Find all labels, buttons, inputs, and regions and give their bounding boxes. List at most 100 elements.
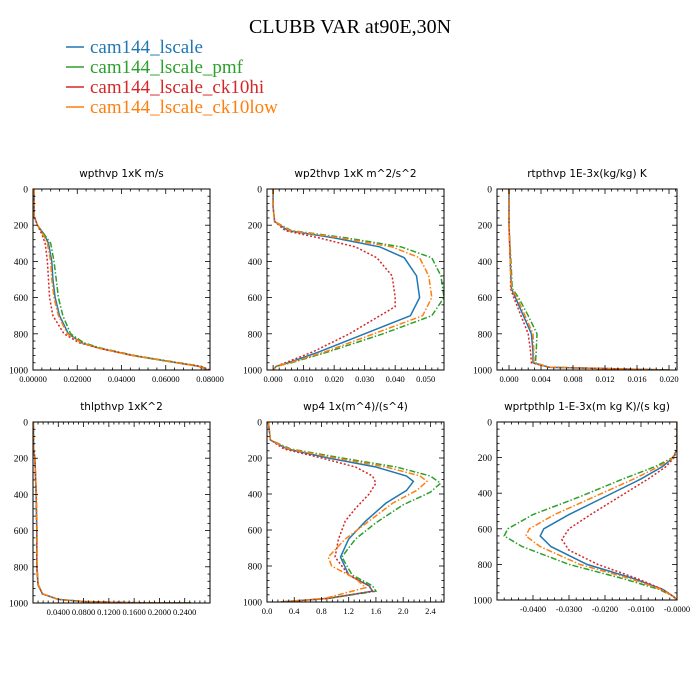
series-line bbox=[503, 422, 677, 600]
y-tick-label: 400 bbox=[14, 258, 29, 268]
series-line bbox=[524, 422, 677, 600]
x-tick-label: 0.8 bbox=[316, 606, 327, 616]
y-tick-label: 0 bbox=[23, 419, 28, 429]
y-tick-label: 800 bbox=[14, 330, 29, 340]
series-line bbox=[267, 422, 429, 602]
series-line bbox=[33, 189, 209, 370]
y-tick-label: 600 bbox=[478, 294, 493, 304]
y-tick-label: 0 bbox=[487, 186, 492, 196]
y-tick-label: 600 bbox=[248, 294, 263, 304]
x-tick-label: 1.2 bbox=[343, 606, 354, 616]
series-line bbox=[33, 189, 210, 370]
legend: cam144_lscalecam144_lscale_pmfcam144_lsc… bbox=[66, 37, 278, 118]
x-tick-label: 0.010 bbox=[294, 374, 313, 384]
y-tick-label: 800 bbox=[248, 563, 263, 573]
y-tick-label: 600 bbox=[478, 525, 493, 535]
y-tick-label: 1000 bbox=[9, 600, 28, 610]
y-tick-label: 200 bbox=[478, 454, 493, 464]
y-tick-label: 0 bbox=[257, 419, 262, 429]
chart-panel: wprtpthlp 1-E-3x(m kg K)/(s kg) 0 200 400 60… bbox=[473, 401, 690, 614]
y-tick-label: 1000 bbox=[9, 367, 28, 377]
series-line bbox=[33, 422, 192, 603]
y-tick-label: 800 bbox=[248, 330, 263, 340]
x-tick-label: -0.0000 bbox=[664, 604, 690, 614]
panel-title: wpthvp 1xK m/s bbox=[79, 168, 164, 180]
panel-title: thlpthvp 1xK^2 bbox=[80, 401, 163, 413]
x-tick-label: 0.008 bbox=[563, 374, 582, 384]
y-tick-label: 0 bbox=[487, 419, 492, 429]
y-tick-label: 600 bbox=[14, 294, 29, 304]
x-tick-label: 0.1600 bbox=[122, 607, 145, 617]
x-tick-label: 0.050 bbox=[416, 374, 435, 384]
y-tick-label: 200 bbox=[248, 222, 263, 232]
x-tick-label: 0.4 bbox=[289, 606, 300, 616]
y-tick-label: 600 bbox=[248, 527, 263, 537]
x-tick-label: 0.016 bbox=[627, 374, 646, 384]
x-tick-label: 0.020 bbox=[325, 374, 344, 384]
y-tick-label: 400 bbox=[478, 258, 493, 268]
y-tick-label: 1000 bbox=[473, 597, 492, 607]
series-line bbox=[267, 422, 377, 602]
series-line bbox=[272, 189, 396, 370]
y-tick-label: 800 bbox=[14, 563, 29, 573]
x-tick-label: 0.06000 bbox=[152, 374, 180, 384]
y-tick-label: 1000 bbox=[243, 367, 262, 377]
y-tick-label: 1000 bbox=[243, 599, 262, 609]
panel-title: wprtpthlp 1-E-3x(m kg K)/(s kg) bbox=[504, 401, 670, 413]
y-tick-label: 0 bbox=[257, 186, 262, 196]
panel-title: rtpthvp 1E-3x(kg/kg) K bbox=[527, 168, 648, 180]
x-tick-label: 0.08000 bbox=[196, 374, 224, 384]
y-tick-label: 400 bbox=[248, 258, 263, 268]
series-line bbox=[272, 189, 433, 370]
y-tick-label: 400 bbox=[14, 491, 29, 501]
y-tick-label: 1000 bbox=[473, 367, 492, 377]
legend-entry: cam144_lscale bbox=[90, 37, 203, 58]
chart-panel: wp2thvp 1xK m^2/s^2 0 200 400 600 800 10000.00… bbox=[243, 168, 445, 384]
x-tick-label: -0.0400 bbox=[520, 604, 546, 614]
figure-title: CLUBB VAR at90E,30N bbox=[249, 16, 451, 38]
y-tick-label: 400 bbox=[248, 491, 263, 501]
plot-frame bbox=[32, 421, 211, 604]
legend-entry: cam144_lscale_ck10low bbox=[90, 97, 278, 118]
x-tick-label: 0.040 bbox=[386, 374, 405, 384]
y-tick-label: 800 bbox=[478, 561, 493, 571]
x-tick-label: 0.004 bbox=[531, 374, 551, 384]
x-tick-label: 0.020 bbox=[659, 374, 678, 384]
y-tick-label: 0 bbox=[23, 186, 28, 196]
x-tick-label: 0.2000 bbox=[148, 607, 171, 617]
x-tick-label: -0.0200 bbox=[592, 604, 618, 614]
panel-title: wp4 1x(m^4)/(s^4) bbox=[303, 401, 408, 413]
plot-frame bbox=[266, 188, 445, 371]
panel-title: wp2thvp 1xK m^2/s^2 bbox=[294, 168, 416, 180]
y-tick-label: 200 bbox=[478, 222, 493, 232]
legend-entry: cam144_lscale_ck10hi bbox=[90, 77, 264, 98]
y-tick-label: 200 bbox=[248, 455, 263, 465]
x-tick-label: 1.6 bbox=[371, 606, 382, 616]
legend-entry: cam144_lscale_pmf bbox=[90, 57, 244, 78]
x-tick-label: -0.0300 bbox=[556, 604, 582, 614]
y-tick-label: 800 bbox=[478, 330, 493, 340]
plot-frame bbox=[496, 188, 678, 371]
series-line bbox=[267, 422, 442, 602]
series-line bbox=[560, 422, 677, 600]
y-tick-label: 200 bbox=[14, 455, 29, 465]
x-tick-label: 0.02000 bbox=[63, 374, 91, 384]
series-line bbox=[508, 189, 670, 370]
y-tick-label: 200 bbox=[14, 222, 29, 232]
x-tick-label: 0.012 bbox=[595, 374, 614, 384]
series-line bbox=[508, 189, 670, 370]
x-tick-label: 0.000 bbox=[264, 374, 283, 384]
x-tick-label: 0.0800 bbox=[72, 607, 95, 617]
y-tick-label: 400 bbox=[478, 490, 493, 500]
x-tick-label: 0.1200 bbox=[97, 607, 120, 617]
plot-frame bbox=[496, 421, 678, 601]
x-tick-label: 0.2400 bbox=[173, 607, 196, 617]
chart-panel: rtpthvp 1E-3x(kg/kg) K 0 200 400 600 800 1000 0… bbox=[473, 168, 679, 384]
chart-panel: thlpthvp 1xK^2 0 200 400 600 800 1000 0.0400 0.0… bbox=[9, 401, 211, 617]
x-tick-label: 0.00000 bbox=[19, 374, 47, 384]
x-tick-label: 0.0400 bbox=[47, 607, 70, 617]
